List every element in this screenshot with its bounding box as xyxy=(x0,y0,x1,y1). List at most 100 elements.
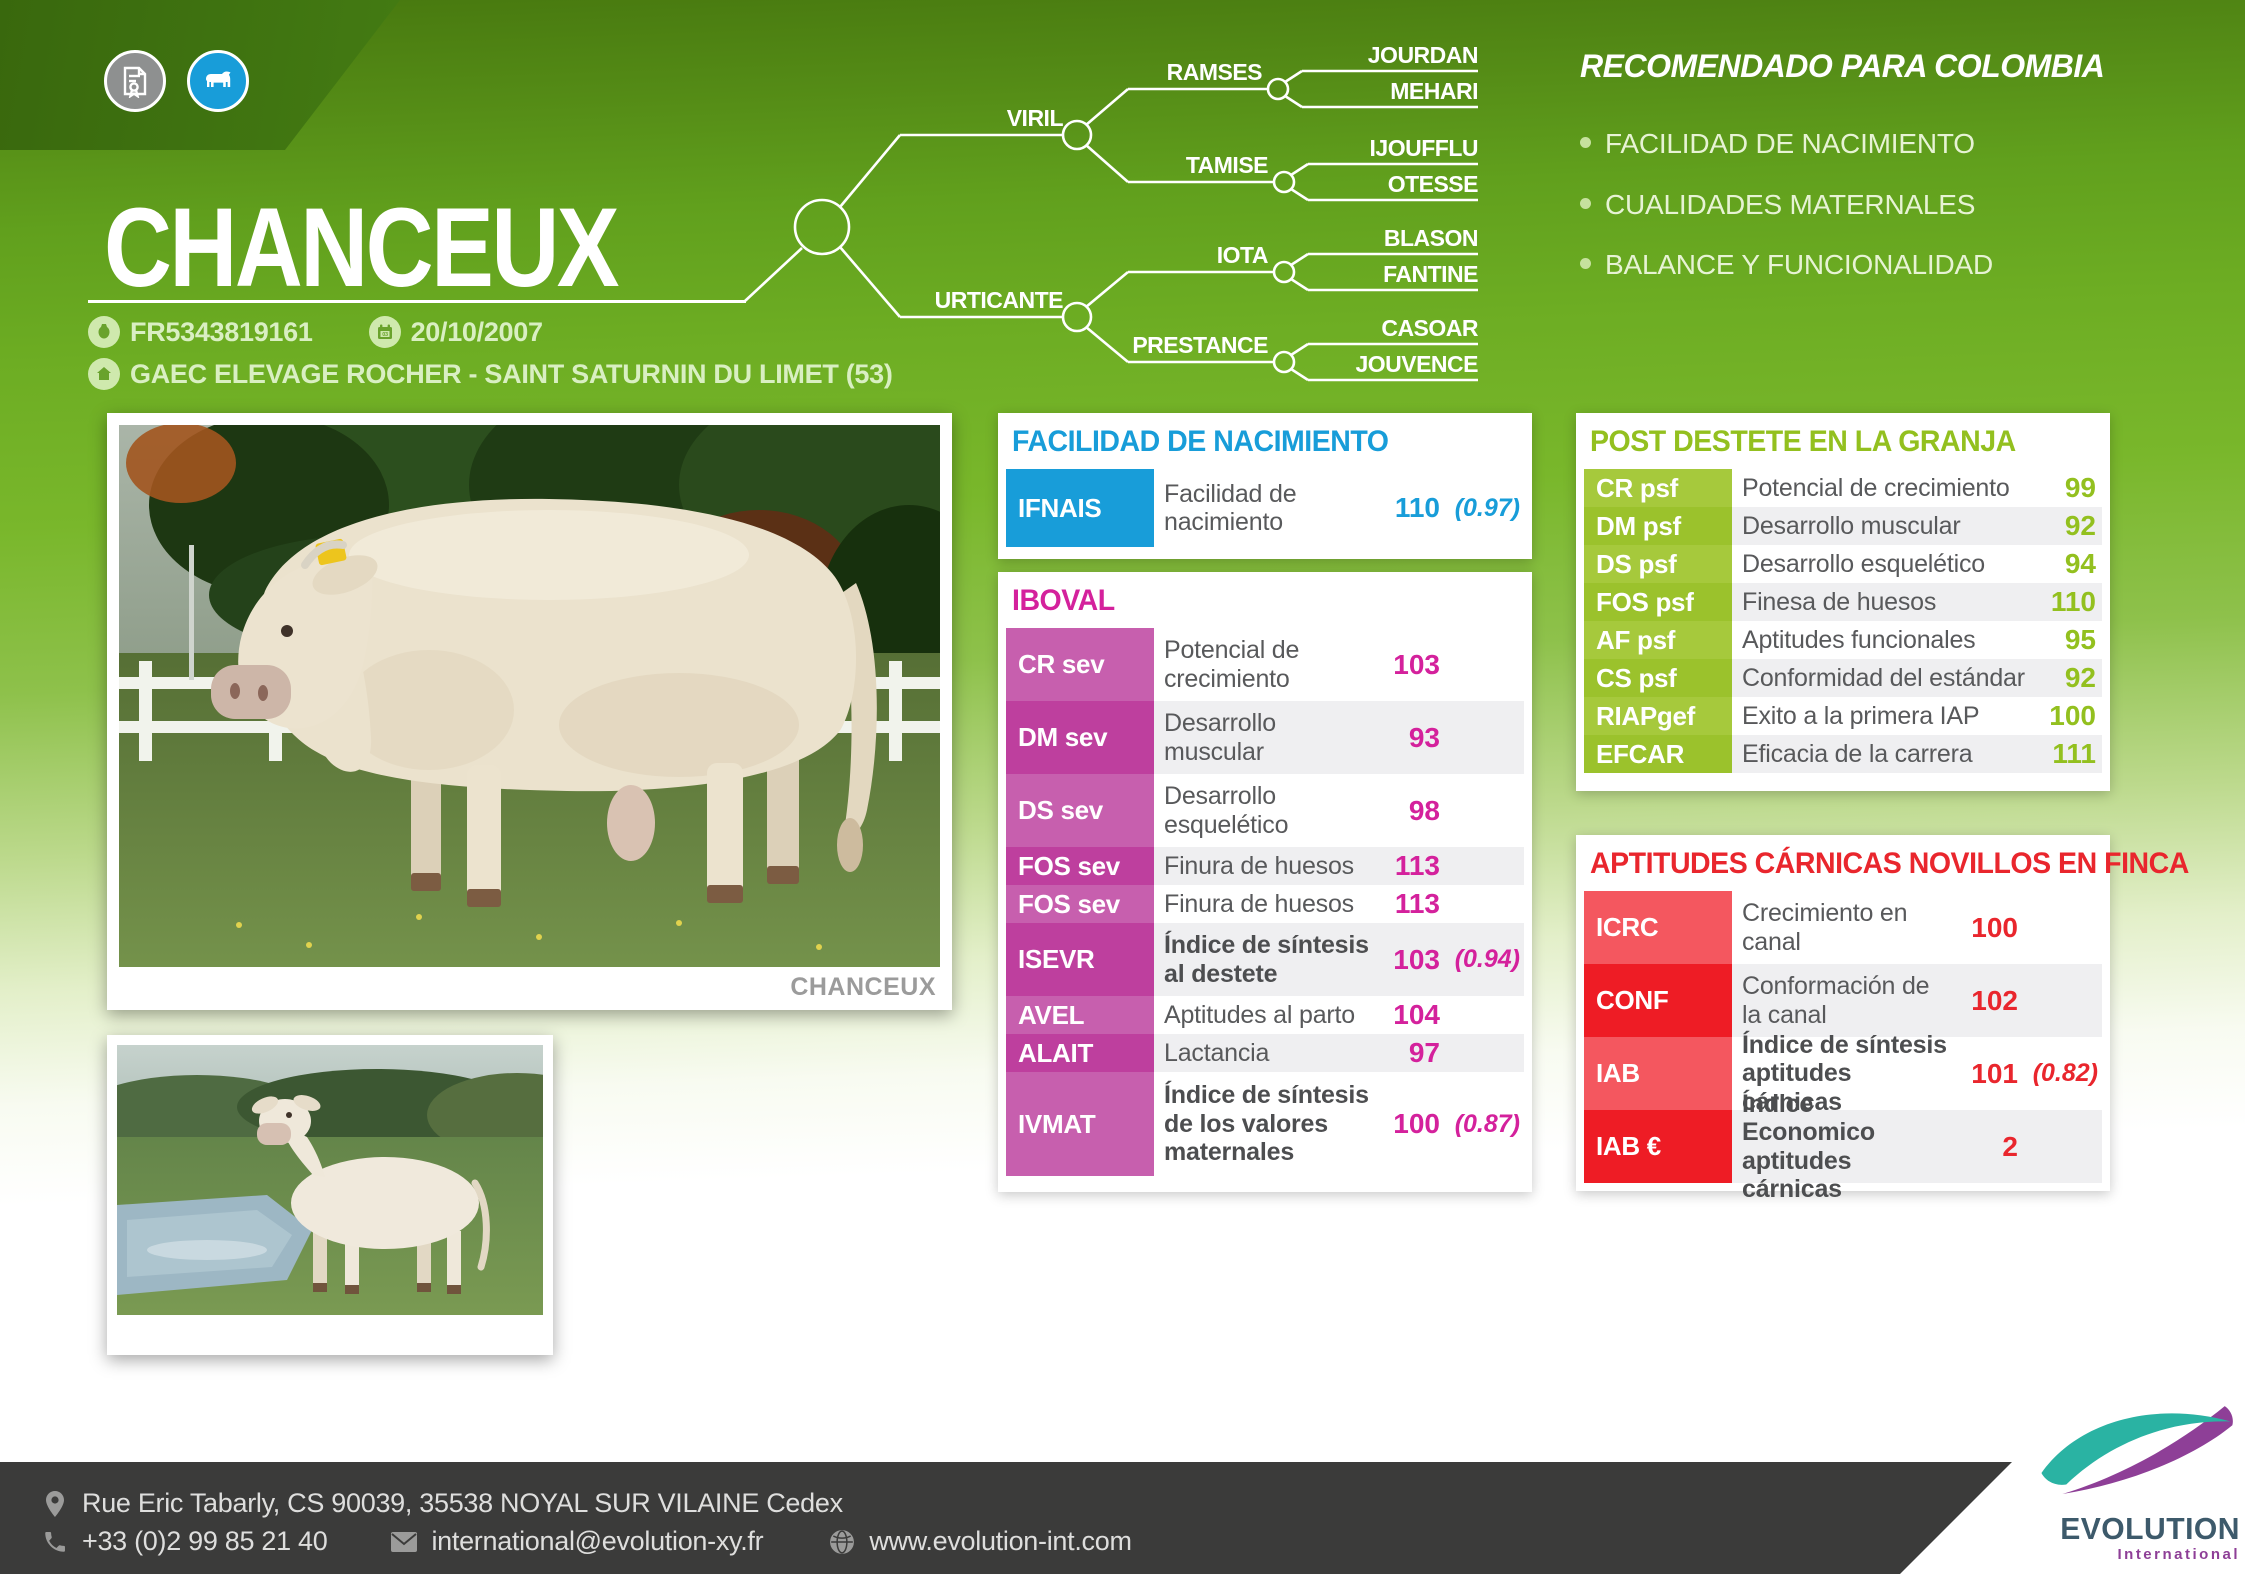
bull-photo-illustration xyxy=(119,425,940,967)
table-row: RIAPgef Exito a la primera IAP 100 xyxy=(1584,697,2102,735)
row-label: Conformidad del estándar xyxy=(1742,663,2025,692)
table-row: ISEVR Índice de síntesis al destete 103 … xyxy=(1006,923,1524,996)
footer-band xyxy=(0,1462,2245,1574)
row-code-badge: ICRC xyxy=(1584,891,1732,964)
table-row: IFNAIS Facilidad de nacimiento 110 (0.97… xyxy=(1006,469,1524,547)
table-row: DS psf Desarrollo esquelético 94 xyxy=(1584,545,2102,583)
row-factor: (0.87) xyxy=(1454,1109,1520,1138)
footer-website[interactable]: www.evolution-int.com xyxy=(869,1526,1132,1556)
footer-address: Rue Eric Tabarly, CS 90039, 35538 NOYAL … xyxy=(82,1488,843,1518)
row-label: Finesa de huesos xyxy=(1742,587,1937,616)
row-value: 101 xyxy=(1971,1057,2018,1089)
card-title: FACILIDAD DE NACIMIENTO xyxy=(1012,425,1389,458)
row-factor: (0.94) xyxy=(1454,945,1520,973)
table-row: CR psf Potencial de crecimiento 99 xyxy=(1584,469,2102,507)
row-label: Desarrollo esquelético xyxy=(1164,782,1289,839)
meat-rows: ICRC Crecimiento en canal 100 CONF Confo… xyxy=(1584,891,2102,1203)
recommendation-bullet-label: BALANCE Y FUNCIONALIDAD xyxy=(1605,249,1994,280)
meat-aptitudes-card: APTITUDES CÁRNICAS NOVILLOS EN FINCA ICR… xyxy=(1576,835,2189,1203)
recommendation-bullet-label: FACILIDAD DE NACIMIENTO xyxy=(1605,128,1975,159)
row-value: 94 xyxy=(2064,548,2096,579)
bullet-dot xyxy=(1580,198,1591,209)
row-code-badge: DS sev xyxy=(1006,774,1154,847)
row-code-badge: DM psf xyxy=(1584,507,1732,545)
row-code-badge: DS psf xyxy=(1584,545,1732,583)
footer-phone-item[interactable]: +33 (0)2 99 85 21 40 xyxy=(40,1526,328,1557)
row-label: Índice de síntesis al destete xyxy=(1164,931,1369,988)
cow-photo-illustration xyxy=(117,1045,543,1315)
table-row: CS psf Conformidad del estándar 92 xyxy=(1584,659,2102,697)
phone-icon xyxy=(40,1529,70,1555)
envelope-icon xyxy=(389,1531,419,1553)
recommendation-bullet: CUALIDADES MATERNALES xyxy=(1580,189,1975,221)
row-label: Aptitudes al parto xyxy=(1164,1000,1355,1029)
footer-email[interactable]: international@evolution-xy.fr xyxy=(431,1526,764,1556)
tag-icon xyxy=(88,316,120,348)
row-value: 102 xyxy=(1971,984,2018,1016)
row-value: 92 xyxy=(2064,510,2096,541)
row-label: Facilidad de nacimiento xyxy=(1164,479,1297,537)
cow-illustration xyxy=(251,1095,490,1294)
row-label: Potencial de crecimiento xyxy=(1164,636,1300,693)
row-code-badge: AF psf xyxy=(1584,621,1732,659)
card-title: APTITUDES CÁRNICAS NOVILLOS EN FINCA xyxy=(1590,847,2189,880)
row-value: 103 xyxy=(1393,943,1440,975)
table-row: IAB € Índice Economico aptitudes cárnica… xyxy=(1584,1090,2102,1203)
row-code-badge: EFCAR xyxy=(1584,735,1732,773)
row-label: Conformación de la canal xyxy=(1742,972,1930,1029)
row-label: Potencial de crecimiento xyxy=(1742,473,2010,502)
row-code-badge: IAB xyxy=(1584,1037,1732,1110)
row-code-badge: IVMAT xyxy=(1006,1072,1154,1176)
recommendation-bullet: FACILIDAD DE NACIMIENTO xyxy=(1580,128,1975,160)
table-row: ICRC Crecimiento en canal 100 xyxy=(1584,891,2102,964)
row-code-badge: FOS sev xyxy=(1006,847,1154,885)
row-code-badge: CONF xyxy=(1584,964,1732,1037)
row-code-badge: FOS sev xyxy=(1006,885,1154,923)
table-row: FOS psf Finesa de huesos 110 xyxy=(1584,583,2102,621)
row-code-badge: FOS psf xyxy=(1584,583,1732,621)
row-code-badge: CS psf xyxy=(1584,659,1732,697)
birth-ease-card: FACILIDAD DE NACIMIENTO IFNAIS Facilidad… xyxy=(998,413,1532,559)
footer-contact-row: +33 (0)2 99 85 21 40 international@evolu… xyxy=(40,1526,1132,1557)
svg-text:03: 03 xyxy=(382,332,388,338)
footer-website-item[interactable]: www.evolution-int.com xyxy=(827,1526,1132,1557)
row-value: 111 xyxy=(2052,738,2096,769)
birth-rows: IFNAIS Facilidad de nacimiento 110 (0.97… xyxy=(1006,469,1524,547)
row-label: Lactancia xyxy=(1164,1038,1270,1067)
row-value: 2 xyxy=(2002,1130,2018,1162)
row-code-badge: IFNAIS xyxy=(1006,469,1154,547)
row-code-badge: CR sev xyxy=(1006,628,1154,701)
photo-caption: CHANCEUX xyxy=(790,973,936,1001)
table-row: DM psf Desarrollo muscular 92 xyxy=(1584,507,2102,545)
row-value: 93 xyxy=(1408,721,1440,753)
row-value: 100 xyxy=(2049,700,2096,731)
home-icon xyxy=(88,358,120,390)
grass-flowers xyxy=(236,914,822,950)
row-factor: (0.82) xyxy=(2032,1059,2098,1087)
header-divider xyxy=(88,300,746,303)
row-label: Eficacia de la carrera xyxy=(1742,739,1973,768)
certificate-icon xyxy=(104,50,166,112)
row-label: Exito a la primera IAP xyxy=(1742,701,1980,730)
row-factor: (0.97) xyxy=(1454,493,1520,522)
row-value: 100 xyxy=(1393,1108,1440,1139)
evolution-logo: EVOLUTION International xyxy=(2018,1398,2240,1570)
row-label: Desarrollo muscular xyxy=(1742,511,1961,540)
row-code-badge: ISEVR xyxy=(1006,923,1154,996)
row-label: Desarrollo esquelético xyxy=(1742,549,1985,578)
recommendation-title: RECOMENDADO PARA COLOMBIA xyxy=(1580,48,2105,84)
page-title: CHANCEUX xyxy=(104,185,620,310)
row-label: Finura de huesos xyxy=(1164,889,1354,918)
row-value: 103 xyxy=(1393,648,1440,680)
footer-phone[interactable]: +33 (0)2 99 85 21 40 xyxy=(82,1526,328,1556)
footer-email-item[interactable]: international@evolution-xy.fr xyxy=(389,1526,764,1557)
table-row: CONF Conformación de la canal 102 xyxy=(1584,964,2102,1037)
table-row: DM sev Desarrollo muscular 93 xyxy=(1006,701,1524,774)
row-value: 97 xyxy=(1408,1037,1440,1068)
post-weaning-card: POST DESTETE EN LA GRANJA CR psf Potenci… xyxy=(1576,413,2110,791)
table-row: FOS sev Finura de huesos 113 xyxy=(1006,885,1524,923)
row-code-badge: ALAIT xyxy=(1006,1034,1154,1072)
row-code-badge: IAB € xyxy=(1584,1110,1732,1183)
table-row: AF psf Aptitudes funcionales 95 xyxy=(1584,621,2102,659)
